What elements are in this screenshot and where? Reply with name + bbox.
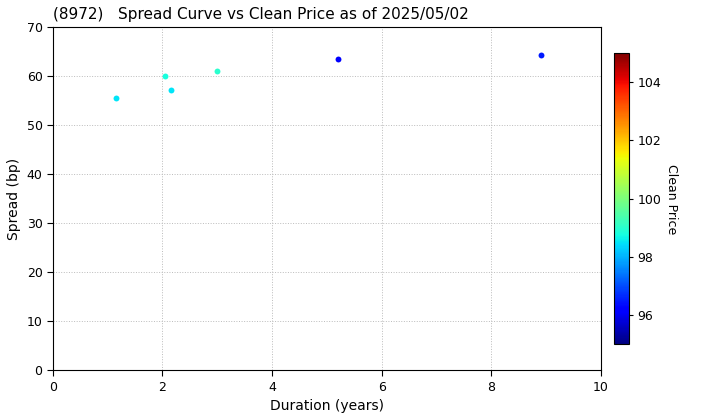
Y-axis label: Clean Price: Clean Price [665, 163, 678, 234]
Point [159, 73, 171, 80]
Text: (8972)   Spread Curve vs Clean Price as of 2025/05/02: (8972) Spread Curve vs Clean Price as of… [53, 7, 469, 22]
Point [212, 68, 223, 75]
Point [535, 52, 546, 58]
Point [332, 56, 343, 63]
X-axis label: Duration (years): Duration (years) [270, 399, 384, 413]
Y-axis label: Spread (bp): Spread (bp) [7, 158, 21, 240]
Point [165, 87, 176, 93]
Point [110, 95, 122, 102]
